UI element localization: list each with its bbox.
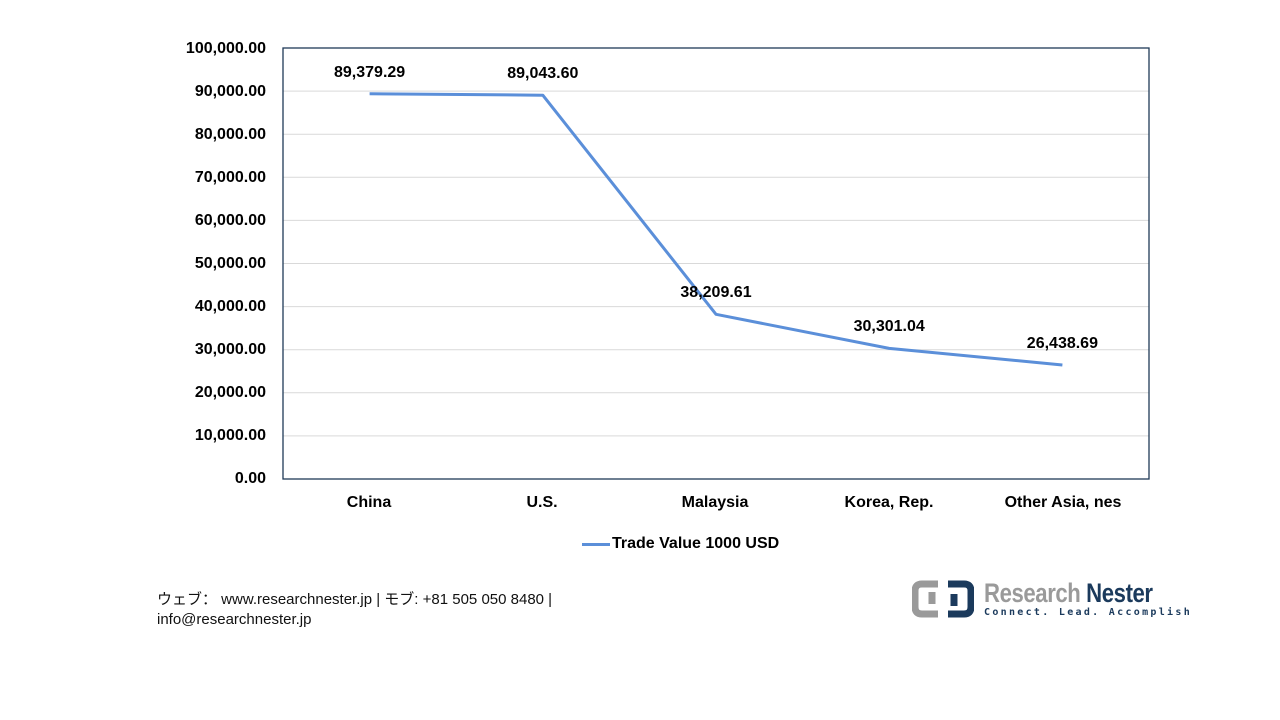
y-tick-label: 80,000.00: [194, 126, 266, 143]
x-tick-label: China: [346, 494, 392, 511]
data-label: 89,043.60: [507, 65, 579, 83]
y-tick-label: 0.00: [234, 470, 266, 487]
footer-web-phone: ウェブ： www.researchnester.jp | モブ: +81 505…: [157, 591, 553, 608]
data-label: 89,379.29: [334, 63, 406, 81]
gridlines: [283, 90, 1149, 437]
logo-wordmark: Research Nester: [984, 580, 1155, 607]
y-tick-label: 10,000.00: [194, 427, 266, 444]
y-tick-label: 70,000.00: [194, 169, 266, 186]
legend-label: Trade Value 1000 USD: [612, 535, 780, 552]
legend: Trade Value 1000 USD: [582, 535, 779, 553]
y-tick-label: 40,000.00: [194, 298, 266, 315]
x-tick-label: U.S.: [526, 494, 558, 511]
plot-frame: [282, 47, 1150, 480]
footer-contact: ウェブ： www.researchnester.jp | モブ: +81 505…: [157, 590, 552, 630]
x-tick-label: Other Asia, nes: [1004, 494, 1122, 511]
logo-tagline: Connect. Lead. Accomplish: [984, 607, 1193, 618]
logo-word-research: Research: [984, 578, 1081, 608]
y-tick-label: 90,000.00: [194, 83, 266, 100]
x-tick-label: Korea, Rep.: [844, 494, 934, 511]
y-tick-label: 50,000.00: [194, 255, 266, 272]
research-nester-logo: Research Nester Connect. Lead. Accomplis…: [912, 580, 1192, 618]
data-label: 26,438.69: [1026, 335, 1098, 353]
y-tick-label: 30,000.00: [194, 341, 266, 358]
y-tick-label: 100,000.00: [185, 40, 266, 57]
y-tick-label: 20,000.00: [194, 384, 266, 401]
data-label: 38,209.61: [680, 284, 752, 302]
footer-email: info@researchnester.jp: [157, 611, 312, 628]
y-tick-label: 60,000.00: [194, 212, 266, 229]
legend-swatch-line: [582, 542, 610, 546]
series-line-trade-value: [369, 92, 1063, 367]
chain-link-icon: [912, 580, 974, 618]
logo-word-nester: Nester: [1086, 578, 1153, 608]
x-tick-label: Malaysia: [681, 494, 749, 511]
data-label: 30,301.04: [853, 318, 925, 336]
